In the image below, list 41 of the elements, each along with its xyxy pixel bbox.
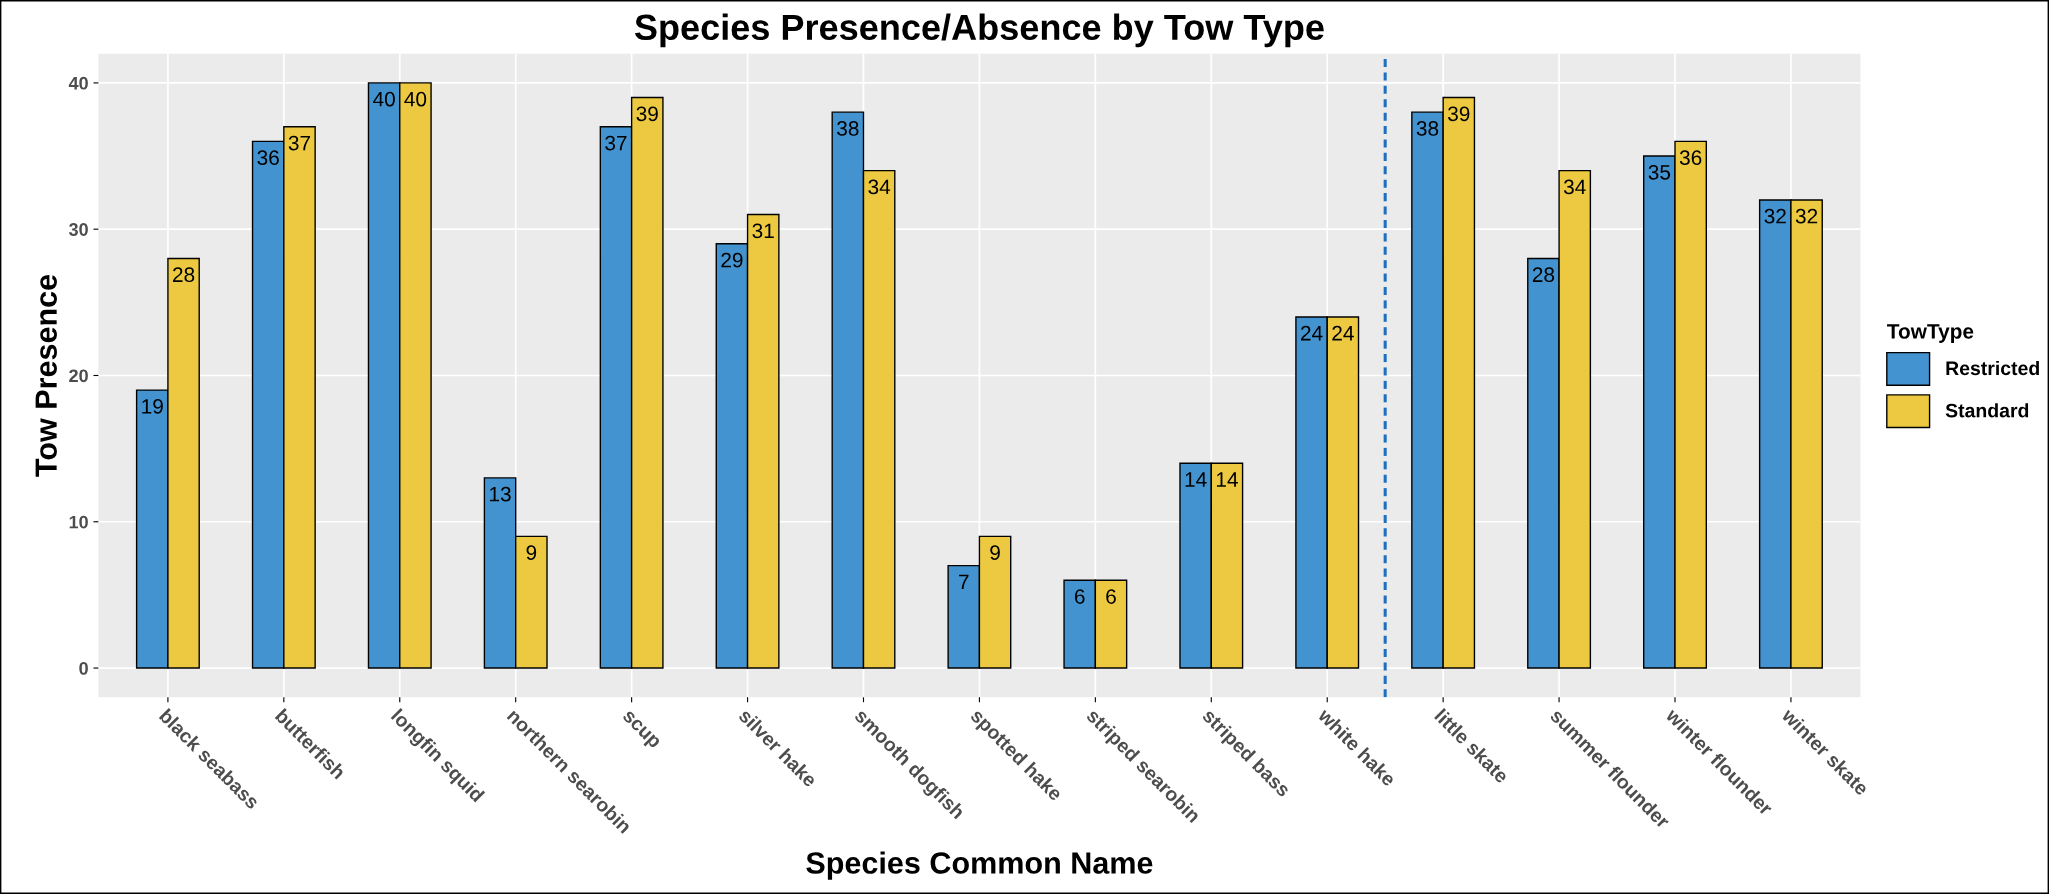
data-label: 24 [1301,325,1323,341]
data-label: 37 [605,135,627,151]
data-label: 40 [404,91,427,107]
data-label: 6 [1106,589,1116,604]
y-tick-label: 20 [69,369,88,383]
y-tick-label: 10 [69,515,88,529]
data-label: 24 [1332,325,1354,341]
data-label: 32 [1795,208,1818,224]
data-label: 40 [373,91,395,107]
legend-label: Standard [1945,403,2029,418]
chart-title: Species Presence/Absence by Tow Type [634,13,1324,48]
y-tick-label: 30 [68,223,88,236]
x-axis-title: Species Common Name [806,851,1153,880]
data-label: 9 [990,545,1000,561]
y-tick-label: 40 [68,76,88,90]
y-tick-label: 0 [79,662,88,675]
data-label: 31 [752,223,774,239]
data-label: 39 [1448,106,1470,122]
data-label: 13 [490,486,511,502]
legend-title: TowType [1887,324,1974,343]
data-label: 38 [1416,121,1439,136]
data-label: 34 [1563,179,1586,195]
data-label: 28 [1532,267,1555,283]
data-label: 39 [636,106,658,122]
data-label: 9 [526,545,537,561]
data-label: 34 [868,179,891,195]
data-label: 37 [288,135,311,151]
data-label: 14 [1185,472,1207,487]
data-label: 36 [1679,150,1702,166]
legend-label: Restricted [1946,360,2039,376]
data-label: 7 [959,574,969,590]
data-label: 35 [1648,164,1671,180]
data-label: 14 [1216,472,1238,487]
data-label: 19 [142,398,163,414]
y-axis-title: Tow Presence [35,274,57,477]
data-label: 29 [721,252,743,268]
data-label: 32 [1764,208,1786,224]
data-label: 38 [837,121,859,136]
data-label: 28 [173,267,195,283]
data-label: 6 [1074,589,1085,604]
data-label: 36 [257,150,279,166]
